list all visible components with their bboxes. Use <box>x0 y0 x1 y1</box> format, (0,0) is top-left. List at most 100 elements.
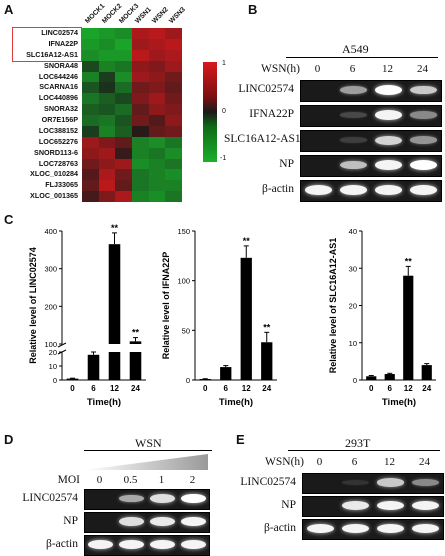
gel-band <box>150 539 175 550</box>
gel-row-label: LINC02574 <box>22 491 78 504</box>
heatmap-row-label: LOC644246 <box>38 71 78 81</box>
x-axis-label: Time(h) <box>87 397 121 408</box>
y-axis-label: Relative level of SLC16A12-AS1 <box>328 238 338 374</box>
bar <box>199 379 211 381</box>
bar <box>87 354 100 380</box>
bar <box>403 275 414 380</box>
heatmap-cell <box>98 104 116 116</box>
y-tick-label: 100 <box>177 277 190 286</box>
y-tick-label: 10 <box>49 362 57 371</box>
lane-label: 0.5 <box>123 474 138 486</box>
heatmap-cell <box>132 169 149 181</box>
heatmap-cell <box>82 115 99 127</box>
gel-band <box>374 185 403 195</box>
x-tick-label: 6 <box>224 384 229 393</box>
lane-label: 0 <box>316 456 323 468</box>
gel-band <box>411 523 440 534</box>
heatmap-cell <box>148 169 166 181</box>
heatmap-cell <box>82 136 99 148</box>
heatmap-cell <box>132 82 149 94</box>
heatmap-cell <box>132 28 149 40</box>
heatmap-cell <box>82 60 99 72</box>
heatmap-row-label: XLOC_001365 <box>30 191 78 201</box>
heatmap-cell <box>115 191 133 203</box>
y-axis-label: Relative level of LINC02574 <box>28 247 38 364</box>
gel-strip <box>302 473 444 494</box>
heatmap-cell <box>148 158 166 170</box>
gel-row-label: β-actin <box>261 183 294 195</box>
panel-letter-d: D <box>4 432 14 447</box>
lane-label: 24 <box>419 456 430 468</box>
y-tick-label: 10 <box>349 339 357 348</box>
heatmap-cell <box>115 38 133 51</box>
y-tick-label: 300 <box>44 265 57 274</box>
gel-band <box>181 539 206 550</box>
gel-band <box>409 85 438 95</box>
gel-band <box>341 480 370 485</box>
heatmap-cell <box>165 191 183 203</box>
gel-strip <box>302 519 444 540</box>
colorbar-tick-low: -1 <box>220 155 227 162</box>
bar <box>240 257 252 380</box>
heatmap-cell <box>148 104 166 116</box>
significance-label: ** <box>132 328 140 338</box>
gel-row-label: SLC16A12-AS1 <box>224 133 301 145</box>
heatmap-cell <box>165 158 183 170</box>
gel-strip <box>84 512 210 533</box>
heatmap-cell <box>165 71 183 83</box>
heatmap-cell <box>148 147 166 159</box>
x-tick-label: 24 <box>422 384 431 393</box>
lane-label: 6 <box>349 63 356 75</box>
heatmap-cell <box>98 93 116 105</box>
heatmap-cell <box>165 93 183 105</box>
gel-band <box>119 517 144 526</box>
heatmap-cell <box>115 180 133 192</box>
heatmap-column-label: WSN2 <box>151 6 170 25</box>
heatmap-cell <box>98 82 116 94</box>
heatmap-cell <box>165 180 183 192</box>
heatmap-cell <box>165 28 183 40</box>
bar <box>366 376 377 380</box>
cell-line-label-b: A549 <box>342 42 369 56</box>
treatment-label-d: WSN <box>135 436 162 450</box>
heatmap-cell <box>115 60 133 72</box>
gel-band <box>374 85 403 95</box>
heatmap-cell <box>132 125 149 138</box>
heatmap-cell <box>98 125 116 138</box>
heatmap-row-label: SNORA32 <box>44 104 78 114</box>
heatmap-cell <box>148 49 166 61</box>
heatmap-cell <box>82 28 99 40</box>
gel-band <box>411 500 440 511</box>
cell-line-label-e: 293T <box>345 436 371 450</box>
gel-row-label: NP <box>281 498 296 511</box>
gel-band <box>119 539 144 550</box>
heatmap-cell <box>115 115 133 127</box>
gel-row-label: LINC02574 <box>240 475 296 488</box>
gel-band <box>88 539 113 550</box>
heatmap-cell <box>132 191 149 203</box>
heatmap-row-label: LOC728763 <box>38 158 78 168</box>
lane-label: 24 <box>417 63 428 75</box>
heatmap-cell <box>82 93 99 105</box>
heatmap-row-label: SNORA48 <box>44 60 78 70</box>
heatmap-cell <box>115 147 133 159</box>
gel-band <box>411 479 440 486</box>
bar <box>220 367 232 380</box>
y-tick-label: 50 <box>182 326 190 335</box>
lane-label: 2 <box>189 474 196 486</box>
gel-strip <box>84 489 210 510</box>
y-tick-label: 150 <box>177 227 190 236</box>
y-tick-label: 200 <box>44 302 57 311</box>
heatmap-cell <box>132 136 149 148</box>
heatmap-row-label: LOC652276 <box>38 136 78 146</box>
heatmap-cell <box>82 71 99 83</box>
heatmap-cell <box>82 180 99 192</box>
gel-row-label: LINC02574 <box>238 83 294 95</box>
lane-label: 0 <box>96 474 103 486</box>
gel-band <box>339 185 368 195</box>
gel-band <box>181 493 206 504</box>
heatmap-cell <box>98 136 116 148</box>
bar <box>66 378 79 380</box>
heatmap-row-label: SCARNA16 <box>39 82 78 92</box>
bar <box>108 244 121 344</box>
